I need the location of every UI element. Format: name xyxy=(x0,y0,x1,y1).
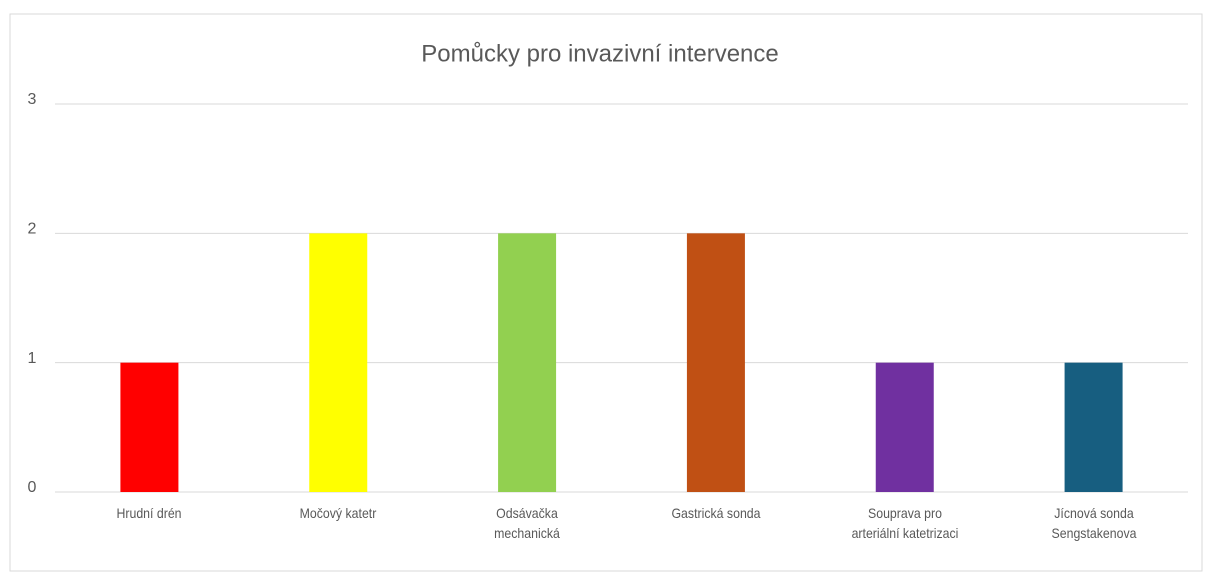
x-tick-label: Souprava pro arteriální katetrizaci xyxy=(851,505,959,541)
y-tick-label: 0 xyxy=(28,479,37,496)
x-tick-label: Gastrická sonda xyxy=(671,505,761,521)
chart-title: Pomůcky pro invazivní intervence xyxy=(421,40,779,67)
x-tick-label: Močový katetr xyxy=(299,505,377,521)
bar xyxy=(686,233,745,493)
y-tick-label: 2 xyxy=(28,221,37,238)
x-tick-label: Hrudní drén xyxy=(116,505,182,521)
x-tick-label: Odsávačka mechanická xyxy=(494,505,560,541)
y-tick-label: 3 xyxy=(28,91,37,108)
bar xyxy=(1064,362,1123,492)
x-tick-label: Jícnová sonda Sengstakenova xyxy=(1051,505,1137,541)
bar xyxy=(309,233,368,493)
bar xyxy=(875,362,934,492)
bar xyxy=(498,233,557,493)
y-tick-label: 1 xyxy=(28,350,37,367)
bar xyxy=(120,362,179,492)
chart-border xyxy=(9,13,1203,572)
